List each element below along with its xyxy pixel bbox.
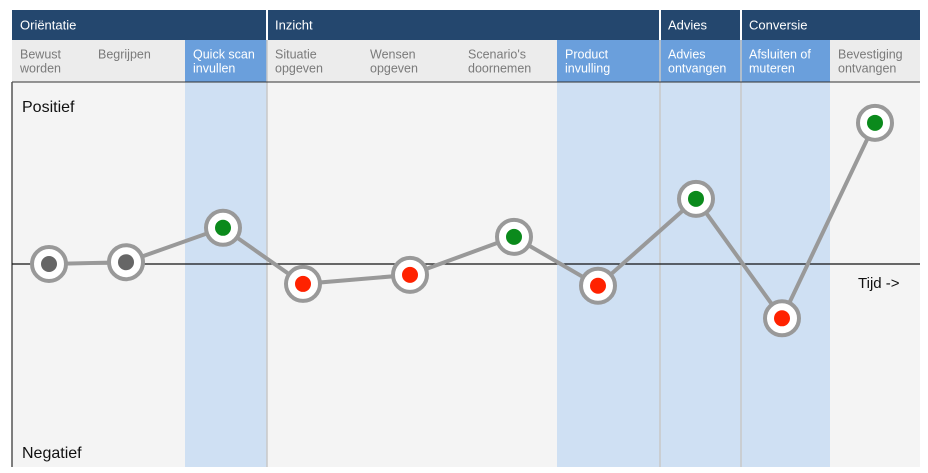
phase-label: Inzicht bbox=[275, 17, 313, 32]
phase-header bbox=[741, 10, 920, 40]
step-label: opgeven bbox=[275, 61, 323, 75]
highlight-step bbox=[741, 40, 830, 82]
point bbox=[774, 310, 790, 327]
point bbox=[688, 190, 704, 207]
point bbox=[41, 256, 57, 272]
step-label: Quick scan bbox=[193, 47, 255, 61]
point bbox=[867, 114, 883, 131]
step-label: invulling bbox=[565, 61, 610, 75]
highlight-band bbox=[660, 82, 741, 467]
step-label: worden bbox=[19, 61, 61, 75]
phase-label: Oriëntatie bbox=[20, 17, 76, 32]
step-label: Advies bbox=[668, 47, 706, 61]
phase-label: Conversie bbox=[749, 17, 808, 32]
step-label: Situatie bbox=[275, 47, 317, 61]
point bbox=[506, 228, 522, 245]
highlight-step bbox=[660, 40, 741, 82]
step-label: doornemen bbox=[468, 61, 531, 75]
step-label: Wensen bbox=[370, 47, 416, 61]
step-label: invullen bbox=[193, 61, 235, 75]
phase-header bbox=[12, 10, 267, 40]
phase-header bbox=[267, 10, 660, 40]
x-axis-label: Tijd -> bbox=[858, 275, 900, 292]
highlight-step bbox=[557, 40, 660, 82]
step-label: Bewust bbox=[20, 47, 62, 61]
point bbox=[402, 266, 418, 283]
point bbox=[590, 277, 606, 294]
phase-label: Advies bbox=[668, 17, 708, 32]
point bbox=[215, 219, 231, 236]
step-label: Product bbox=[565, 47, 609, 61]
y-bottom-label: Negatief bbox=[22, 445, 82, 462]
point bbox=[295, 275, 311, 292]
step-label: Begrijpen bbox=[98, 47, 151, 61]
step-label: Scenario's bbox=[468, 47, 526, 61]
highlight-band bbox=[185, 82, 267, 467]
step-label: opgeven bbox=[370, 61, 418, 75]
phase-header bbox=[660, 10, 741, 40]
step-label: Bevestiging bbox=[838, 47, 903, 61]
highlight-band bbox=[741, 82, 830, 467]
sentiment-line bbox=[48, 121, 877, 323]
step-label: ontvangen bbox=[668, 61, 726, 75]
step-label: muteren bbox=[749, 61, 795, 75]
y-top-label: Positief bbox=[22, 99, 75, 116]
point bbox=[118, 254, 134, 271]
step-label: Afsluiten of bbox=[749, 47, 811, 61]
step-label: ontvangen bbox=[838, 61, 896, 75]
highlight-step bbox=[185, 40, 267, 82]
